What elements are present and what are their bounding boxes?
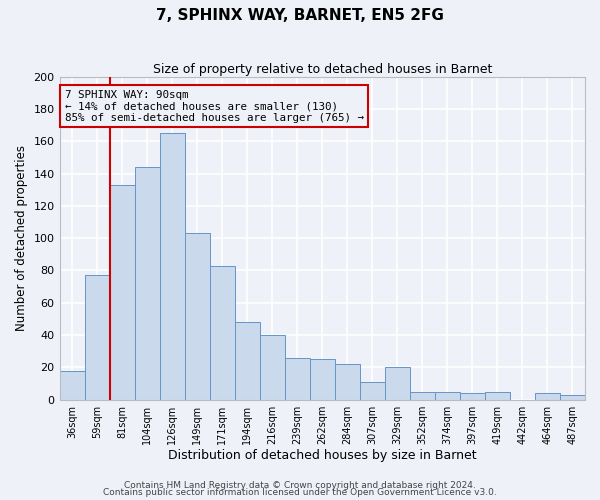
Bar — [59, 370, 85, 400]
Bar — [460, 393, 485, 400]
Bar — [410, 392, 435, 400]
Text: Contains public sector information licensed under the Open Government Licence v3: Contains public sector information licen… — [103, 488, 497, 497]
X-axis label: Distribution of detached houses by size in Barnet: Distribution of detached houses by size … — [168, 450, 476, 462]
Bar — [535, 393, 560, 400]
Title: Size of property relative to detached houses in Barnet: Size of property relative to detached ho… — [152, 62, 492, 76]
Bar — [485, 392, 510, 400]
Bar — [110, 185, 134, 400]
Bar — [310, 360, 335, 400]
Text: 7 SPHINX WAY: 90sqm
← 14% of detached houses are smaller (130)
85% of semi-detac: 7 SPHINX WAY: 90sqm ← 14% of detached ho… — [65, 90, 364, 123]
Bar — [260, 335, 285, 400]
Bar — [285, 358, 310, 400]
Bar — [335, 364, 360, 400]
Bar — [560, 395, 585, 400]
Text: 7, SPHINX WAY, BARNET, EN5 2FG: 7, SPHINX WAY, BARNET, EN5 2FG — [156, 8, 444, 22]
Bar — [134, 167, 160, 400]
Bar — [85, 276, 110, 400]
Bar — [185, 234, 209, 400]
Bar — [385, 368, 410, 400]
Bar — [209, 266, 235, 400]
Bar — [235, 322, 260, 400]
Bar — [160, 133, 185, 400]
Bar — [435, 392, 460, 400]
Text: Contains HM Land Registry data © Crown copyright and database right 2024.: Contains HM Land Registry data © Crown c… — [124, 480, 476, 490]
Bar — [360, 382, 385, 400]
Y-axis label: Number of detached properties: Number of detached properties — [15, 145, 28, 331]
